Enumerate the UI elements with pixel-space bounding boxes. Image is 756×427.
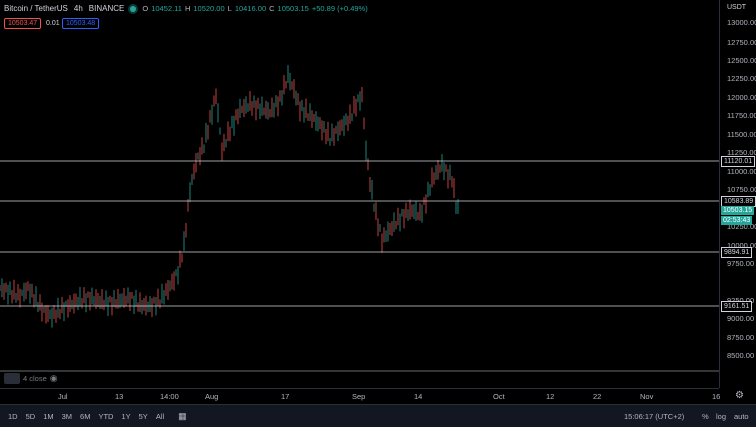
legend: 4 close ◉: [4, 373, 58, 384]
range-button-3m[interactable]: 3M: [61, 411, 73, 421]
range-button-5y[interactable]: 5Y: [138, 411, 148, 421]
current-price-label: 10503.15: [721, 206, 755, 215]
range-button-1y[interactable]: 1Y: [121, 411, 131, 421]
range-button-5d[interactable]: 5D: [25, 411, 36, 421]
price-tick: 10250.00: [727, 222, 756, 231]
price-tick: 8500.00: [727, 351, 755, 360]
price-tick: 12250.00: [727, 74, 756, 83]
buy-button[interactable]: 10503.48: [62, 18, 100, 29]
price-tick: 12000.00: [727, 93, 756, 102]
legend-label: 4 close: [23, 374, 47, 383]
time-tick: Aug: [205, 392, 219, 401]
sell-button[interactable]: 10503.47: [4, 18, 42, 29]
price-tick: 13000.00: [727, 18, 756, 27]
clock[interactable]: 15:06:17 (UTC+2): [624, 411, 685, 421]
price-tick: 11750.00: [727, 111, 756, 120]
time-tick: Sep: [352, 392, 366, 401]
exchange-label: BINANCE: [88, 4, 125, 13]
price-axis[interactable]: 13000.00 12750.00 12500.00 12250.00 12000.00…: [719, 0, 756, 388]
range-button-1d[interactable]: 1D: [8, 411, 18, 421]
level-label-9894: 9894.91: [721, 247, 753, 258]
time-tick: 22: [593, 392, 602, 401]
log-toggle[interactable]: log: [716, 411, 727, 421]
settings-gear-icon[interactable]: ⚙: [735, 390, 744, 401]
time-tick: 12: [546, 392, 555, 401]
date-range-icon[interactable]: ▦: [178, 410, 187, 421]
price-tick: 11500.00: [727, 130, 756, 139]
time-tick: 17: [281, 392, 290, 401]
percent-toggle[interactable]: %: [702, 411, 709, 421]
price-tick: 9250.00: [727, 296, 754, 305]
time-tick: Nov: [640, 392, 654, 401]
auto-toggle[interactable]: auto: [734, 411, 749, 421]
price-tick: 10000.00: [727, 241, 756, 250]
price-tick: 11000.00: [727, 167, 756, 176]
time-tick: 13: [115, 392, 124, 401]
time-tick: Oct: [493, 392, 505, 401]
ohlc-values: O 10452.11 H 10520.00 L 10416.00 C 10503.15 …: [142, 4, 368, 13]
range-button-all[interactable]: All: [155, 411, 165, 421]
range-button-ytd[interactable]: YTD: [98, 411, 114, 421]
price-tick: 9000.00: [727, 314, 755, 323]
time-tick: 16: [712, 392, 721, 401]
spread-label: 0.01: [46, 20, 60, 27]
interval-label[interactable]: 4h: [73, 4, 83, 13]
level-label-11120: 11120.01: [721, 156, 756, 167]
range-button-1m[interactable]: 1M: [43, 411, 54, 421]
price-tick: 11250.00: [727, 148, 756, 157]
bottom-toolbar: 1D 5D 1M 3M 6M YTD 1Y 5Y All ▦ 15:06:17 (UTC+2) …: [0, 404, 756, 427]
range-button-6m[interactable]: 6M: [80, 411, 91, 421]
eye-icon[interactable]: ◉: [49, 373, 58, 383]
price-tick: 10750.00: [727, 185, 756, 194]
candle-countdown: 02:53:43: [721, 216, 753, 225]
symbol-header: Bitcoin / TetherUS 4h BINANCE O 10452.11 …: [4, 4, 368, 13]
market-status-icon: [130, 5, 137, 12]
time-tick: Jul: [58, 392, 68, 401]
price-tick: 9750.00: [727, 259, 755, 268]
level-label-9161: 9161.51: [721, 301, 753, 312]
series-icon[interactable]: [4, 373, 20, 384]
range-buttons: 1D 5D 1M 3M 6M YTD 1Y 5Y All: [4, 412, 168, 421]
price-chart[interactable]: [0, 0, 719, 388]
price-tick: 12500.00: [727, 56, 756, 65]
currency-unit[interactable]: USDT: [727, 4, 747, 11]
time-axis[interactable]: Jul 13 14:00 Aug 17 Sep 14 Oct 12 22 Nov 16: [0, 388, 721, 405]
time-tick: 14: [414, 392, 423, 401]
symbol-name[interactable]: Bitcoin / TetherUS: [4, 4, 68, 13]
price-tick: 8750.00: [727, 333, 755, 342]
time-tick: 14:00: [160, 392, 179, 401]
price-tick: 12750.00: [727, 38, 756, 47]
